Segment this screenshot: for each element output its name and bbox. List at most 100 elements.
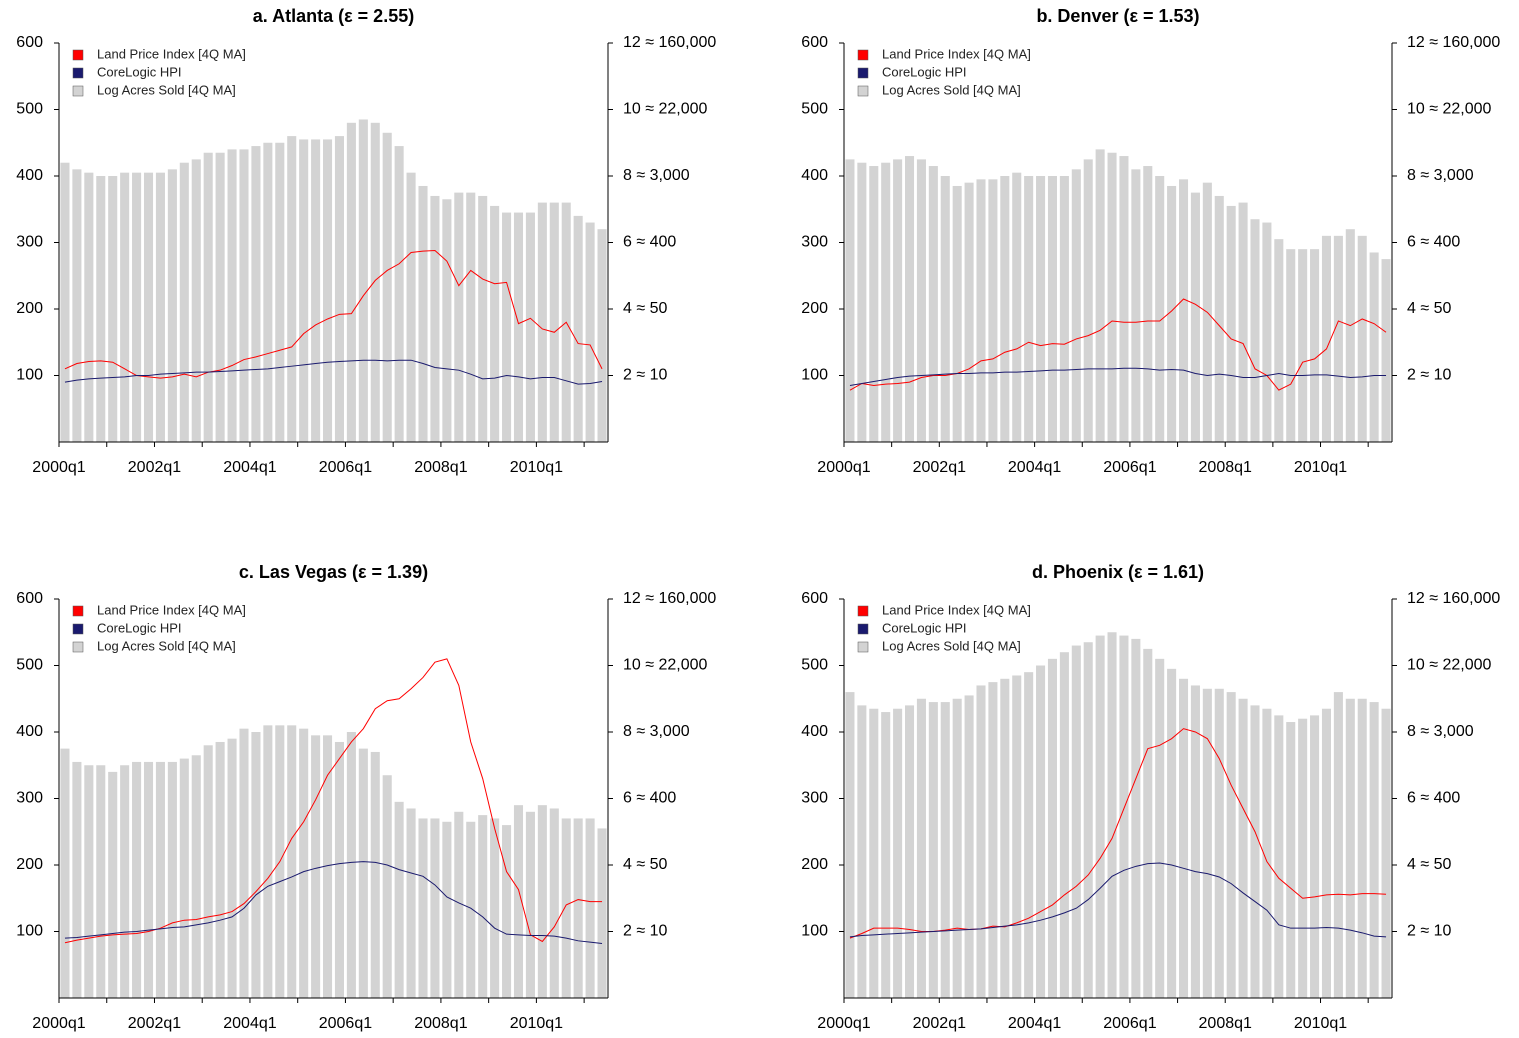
- bar: [287, 136, 297, 442]
- bar: [597, 229, 607, 442]
- bar: [179, 162, 189, 442]
- y-tick-label: 600: [801, 34, 828, 51]
- bar: [537, 202, 547, 442]
- bar: [430, 195, 440, 442]
- line-series: [849, 298, 1387, 391]
- bar: [299, 728, 309, 998]
- y2-tick-label: 4 ≈ 50: [1407, 300, 1451, 317]
- bar: [84, 172, 94, 443]
- bar: [1012, 172, 1022, 443]
- bar: [857, 162, 867, 442]
- y-tick-label: 300: [16, 790, 43, 807]
- bar: [1369, 702, 1379, 998]
- bar: [1345, 229, 1355, 442]
- bar: [549, 202, 559, 442]
- legend-label: CoreLogic HPI: [882, 64, 967, 79]
- y2-tick-label: 2 ≈ 10: [1407, 923, 1451, 940]
- bar: [525, 811, 535, 998]
- bar: [1226, 205, 1236, 442]
- legend-swatch: [72, 641, 84, 653]
- y2-tick-label: 10 ≈ 22,000: [1407, 101, 1492, 118]
- bar: [322, 735, 333, 998]
- y-tick-label: 400: [16, 167, 43, 184]
- bar: [952, 185, 962, 442]
- y-tick-label: 100: [801, 367, 828, 384]
- bar: [1000, 176, 1010, 442]
- bar: [857, 705, 867, 998]
- x-tick-label: 2010q1: [510, 1015, 563, 1032]
- x-tick-label: 2002q1: [913, 1015, 966, 1032]
- bar: [916, 159, 926, 442]
- bar: [382, 132, 392, 442]
- bar: [1059, 176, 1069, 442]
- x-tick-label: 2004q1: [1008, 1015, 1061, 1032]
- legend-label: Land Price Index [4Q MA]: [882, 46, 1031, 61]
- x-tick-label: 2006q1: [1103, 459, 1156, 476]
- y-tick-label: 500: [801, 657, 828, 674]
- y-tick-label: 400: [16, 723, 43, 740]
- bar: [869, 166, 879, 442]
- bar: [490, 818, 500, 998]
- x-tick-label: 2008q1: [414, 459, 467, 476]
- bar: [1310, 715, 1320, 998]
- bar: [1155, 176, 1165, 442]
- y-tick-label: 100: [16, 367, 43, 384]
- bar: [370, 751, 380, 998]
- y2-tick-label: 2 ≈ 10: [1407, 367, 1451, 384]
- bar: [1238, 698, 1248, 998]
- bar: [1262, 708, 1272, 998]
- bar: [573, 215, 583, 442]
- bar: [904, 156, 915, 443]
- bar: [1369, 252, 1379, 442]
- legend-swatch: [857, 85, 869, 97]
- x-tick-label: 2006q1: [319, 459, 372, 476]
- bar: [940, 702, 950, 998]
- bar: [964, 182, 974, 442]
- y-tick-label: 200: [801, 300, 828, 317]
- bar: [179, 758, 189, 998]
- legend-swatch: [72, 85, 84, 97]
- x-tick-label: 2008q1: [1199, 459, 1252, 476]
- bar: [845, 692, 855, 998]
- bar: [1095, 149, 1105, 442]
- bar: [203, 745, 213, 998]
- x-tick-label: 2008q1: [1199, 1015, 1252, 1032]
- bar: [167, 761, 177, 998]
- bar: [1381, 708, 1391, 998]
- x-tick-label: 2006q1: [319, 1015, 372, 1032]
- bar: [1262, 222, 1272, 442]
- bar: [513, 212, 524, 442]
- y2-tick-label: 10 ≈ 22,000: [1407, 657, 1492, 674]
- bar: [881, 712, 891, 998]
- bar: [1274, 239, 1284, 442]
- bar: [1238, 202, 1248, 442]
- bar: [299, 139, 309, 443]
- x-tick-label: 2002q1: [913, 459, 966, 476]
- bar: [490, 205, 500, 442]
- bar: [239, 149, 249, 442]
- x-tick-label: 2008q1: [414, 1015, 467, 1032]
- y-tick-label: 600: [16, 590, 43, 607]
- bar: [1202, 688, 1212, 998]
- line-series: [64, 249, 603, 379]
- bar: [191, 755, 201, 998]
- x-tick-label: 2010q1: [1294, 1015, 1347, 1032]
- y-tick-label: 600: [801, 590, 828, 607]
- y2-tick-label: 6 ≈ 400: [1407, 790, 1460, 807]
- x-tick-label: 2010q1: [1294, 459, 1347, 476]
- y-tick-label: 400: [801, 723, 828, 740]
- y-tick-label: 600: [16, 34, 43, 51]
- bar: [1250, 705, 1260, 998]
- legend-swatch: [72, 623, 84, 635]
- legend-label: Log Acres Sold [4Q MA]: [97, 82, 236, 97]
- bar: [904, 705, 915, 998]
- bar: [60, 748, 70, 998]
- x-tick-label: 2002q1: [128, 1015, 181, 1032]
- x-tick-label: 2004q1: [1008, 459, 1061, 476]
- y-tick-label: 500: [16, 101, 43, 118]
- x-tick-label: 2004q1: [223, 1015, 276, 1032]
- x-tick-label: 2000q1: [32, 1015, 85, 1032]
- legend-label: CoreLogic HPI: [97, 620, 182, 635]
